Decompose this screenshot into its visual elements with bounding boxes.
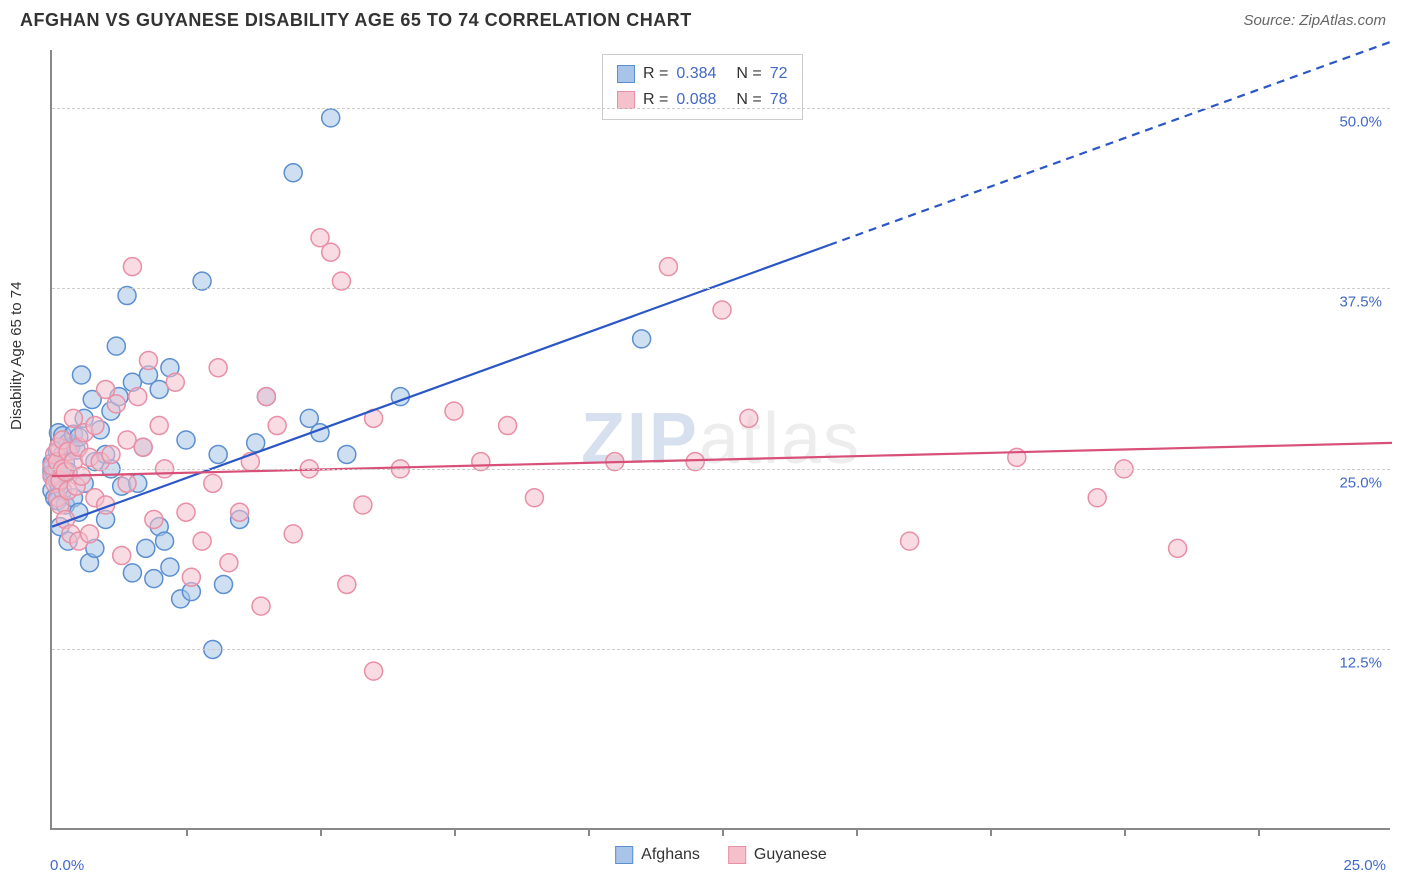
scatter-point: [365, 662, 383, 680]
scatter-point: [284, 525, 302, 543]
scatter-svg: [52, 50, 1390, 828]
scatter-point: [354, 496, 372, 514]
x-tick: [1124, 828, 1126, 836]
legend-r-label: R =: [643, 61, 668, 87]
legend-r-label: R =: [643, 87, 668, 113]
scatter-point: [72, 366, 90, 384]
scatter-point: [107, 395, 125, 413]
legend-n-value: 72: [770, 61, 788, 87]
x-tick: [320, 828, 322, 836]
legend-n-value: 78: [770, 87, 788, 113]
scatter-point: [113, 547, 131, 565]
grid-line: [52, 649, 1390, 650]
y-axis-label: Disability Age 65 to 74: [8, 282, 25, 430]
x-axis-max-label: 25.0%: [1343, 857, 1386, 874]
chart-plot-area: ZIPatlas R = 0.384N = 72R = 0.088N = 78 …: [50, 50, 1390, 830]
legend-series-item: Afghans: [615, 846, 700, 864]
legend-stats-row: R = 0.088 N = 78: [617, 87, 788, 113]
x-tick: [1258, 828, 1260, 836]
legend-series: Afghans Guyanese: [615, 846, 827, 864]
scatter-point: [231, 503, 249, 521]
scatter-point: [145, 570, 163, 588]
scatter-point: [713, 301, 731, 319]
scatter-point: [123, 564, 141, 582]
trend-line-dashed: [829, 41, 1392, 245]
legend-n-label: N =: [736, 61, 761, 87]
legend-r-value: 0.384: [676, 61, 716, 87]
scatter-point: [137, 539, 155, 557]
scatter-point: [150, 417, 168, 435]
legend-series-item: Guyanese: [728, 846, 827, 864]
x-tick: [856, 828, 858, 836]
y-tick-label: 37.5%: [1339, 294, 1382, 311]
scatter-point: [204, 474, 222, 492]
scatter-point: [166, 373, 184, 391]
legend-swatch: [617, 91, 635, 109]
y-tick-label: 12.5%: [1339, 655, 1382, 672]
scatter-point: [445, 402, 463, 420]
scatter-point: [284, 164, 302, 182]
scatter-point: [247, 434, 265, 452]
scatter-point: [209, 445, 227, 463]
scatter-point: [177, 503, 195, 521]
scatter-point: [177, 431, 195, 449]
legend-r-value: 0.088: [676, 87, 716, 113]
scatter-point: [139, 352, 157, 370]
y-tick-label: 50.0%: [1339, 113, 1382, 130]
source-text: Source: ZipAtlas.com: [1243, 12, 1386, 29]
legend-series-label: Guyanese: [754, 846, 827, 864]
scatter-point: [123, 258, 141, 276]
scatter-point: [102, 445, 120, 463]
legend-swatch: [615, 846, 633, 864]
scatter-point: [209, 359, 227, 377]
scatter-point: [633, 330, 651, 348]
scatter-point: [118, 431, 136, 449]
scatter-point: [118, 474, 136, 492]
grid-line: [52, 469, 1390, 470]
scatter-point: [81, 525, 99, 543]
scatter-point: [161, 558, 179, 576]
legend-n-label: N =: [736, 87, 761, 113]
legend-swatch: [728, 846, 746, 864]
scatter-point: [129, 388, 147, 406]
scatter-point: [107, 337, 125, 355]
grid-line: [52, 288, 1390, 289]
legend-series-label: Afghans: [641, 846, 700, 864]
scatter-point: [145, 510, 163, 528]
grid-line: [52, 108, 1390, 109]
scatter-point: [150, 380, 168, 398]
legend-stats-box: R = 0.384 N = 72 R = 0.088 N = 78: [602, 54, 803, 120]
scatter-point: [193, 532, 211, 550]
x-tick: [588, 828, 590, 836]
scatter-point: [182, 568, 200, 586]
scatter-point: [322, 109, 340, 127]
scatter-point: [215, 575, 233, 593]
x-tick: [722, 828, 724, 836]
scatter-point: [659, 258, 677, 276]
scatter-point: [338, 445, 356, 463]
scatter-point: [499, 417, 517, 435]
scatter-point: [220, 554, 238, 572]
scatter-point: [268, 417, 286, 435]
scatter-point: [134, 438, 152, 456]
scatter-point: [156, 532, 174, 550]
scatter-point: [1169, 539, 1187, 557]
scatter-point: [257, 388, 275, 406]
scatter-point: [252, 597, 270, 615]
legend-swatch: [617, 65, 635, 83]
chart-title: AFGHAN VS GUYANESE DISABILITY AGE 65 TO …: [20, 10, 692, 31]
scatter-point: [86, 417, 104, 435]
x-axis-min-label: 0.0%: [50, 857, 84, 874]
scatter-point: [322, 243, 340, 261]
x-tick: [454, 828, 456, 836]
scatter-point: [901, 532, 919, 550]
scatter-point: [338, 575, 356, 593]
legend-stats-row: R = 0.384 N = 72: [617, 61, 788, 87]
scatter-point: [525, 489, 543, 507]
x-tick: [186, 828, 188, 836]
y-tick-label: 25.0%: [1339, 474, 1382, 491]
scatter-point: [1088, 489, 1106, 507]
x-tick: [990, 828, 992, 836]
scatter-point: [740, 409, 758, 427]
